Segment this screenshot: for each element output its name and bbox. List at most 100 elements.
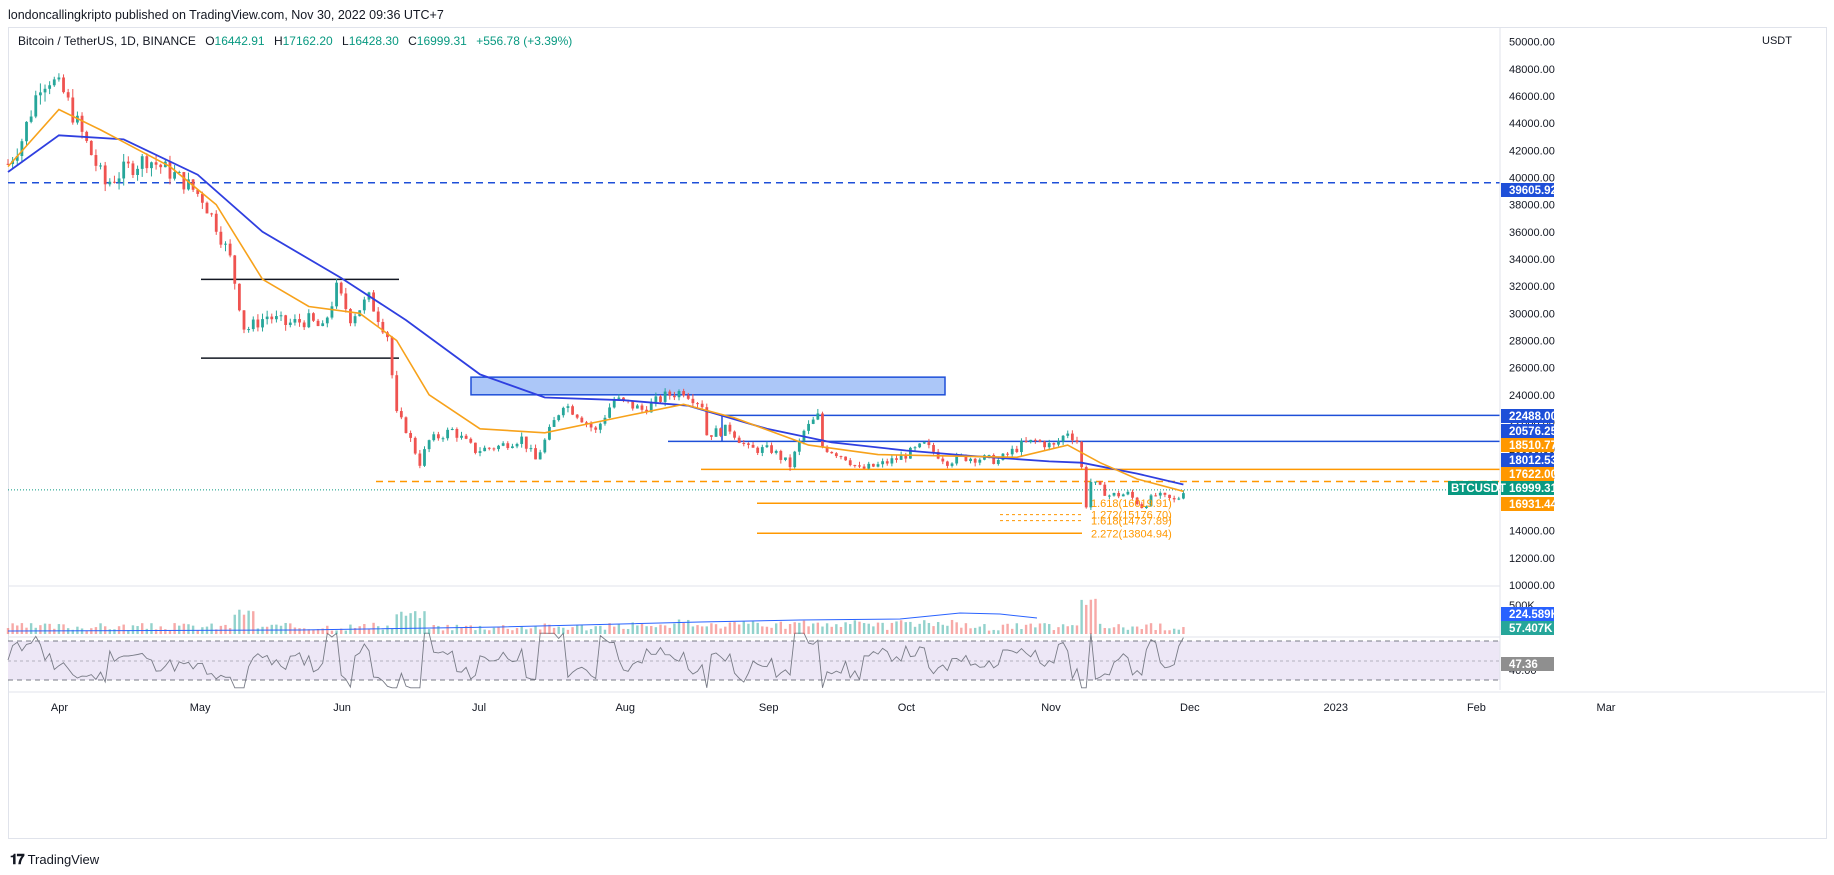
candle-body <box>881 461 885 465</box>
volume-bar <box>1154 630 1157 634</box>
candle-body <box>1033 439 1037 441</box>
volume-bar <box>751 621 755 634</box>
volume-bar <box>1117 624 1120 634</box>
candle-body <box>932 445 935 452</box>
horizontal-levels[interactable] <box>8 182 1500 491</box>
fib-extension[interactable]: 1.618(16019.91)1.272(15176.70)1.618(1473… <box>757 498 1172 540</box>
candle-body <box>321 323 325 327</box>
volume-bar <box>992 629 995 634</box>
tradingview-footer[interactable]: 𝟏𝟕 TradingView <box>10 851 99 868</box>
candle-body <box>298 319 301 323</box>
badge-bg <box>1501 424 1554 438</box>
volume-bar <box>997 630 1000 634</box>
price-badge: 18510.77 <box>1501 438 1557 452</box>
candle-body <box>325 317 329 324</box>
badge-bg <box>1501 497 1554 511</box>
candle-body <box>950 463 954 466</box>
high-label: H <box>273 34 283 48</box>
volume-bar <box>576 624 579 634</box>
volume-bar <box>307 629 310 634</box>
symbol-info: Bitcoin / TetherUS, 1D, BINANCE O16442.9… <box>18 34 572 48</box>
candle-body <box>524 436 528 449</box>
volume-bar <box>1182 627 1185 634</box>
moving-averages[interactable] <box>7 108 1184 493</box>
candle-body <box>492 448 496 450</box>
candle-body <box>1154 495 1158 497</box>
candle-body <box>598 423 602 430</box>
volume-bar <box>53 628 56 634</box>
candle-body <box>649 402 653 413</box>
candle-body <box>793 451 797 468</box>
candle-body <box>1061 435 1065 442</box>
volume-bar <box>650 626 653 634</box>
candle-body <box>307 313 311 328</box>
candle-body <box>52 79 56 86</box>
volume-bar <box>29 623 33 634</box>
candle-body <box>404 417 408 433</box>
rsi-pane[interactable]: 40.00 <box>7 632 1537 689</box>
volume-pane[interactable]: 500K <box>6 585 1536 634</box>
badge-text: 47.36 <box>1509 659 1538 671</box>
badge-text: 39605.92 <box>1509 185 1557 197</box>
candle-body <box>1066 433 1070 436</box>
time-axis[interactable]: Apr May Jun Jul Aug Sep Oct Nov Dec 2023 Feb Mar <box>8 691 1825 714</box>
volume-bar <box>312 629 315 634</box>
volume-bar <box>39 625 42 634</box>
volume-bar <box>154 629 158 634</box>
volume-bar <box>548 624 551 634</box>
price-badge: 16999.31 <box>1501 481 1558 495</box>
price-axis[interactable]: 50000.00 48000.00 46000.00 44000.00 42000.00… <box>1499 28 1555 690</box>
volume-bar <box>927 623 931 634</box>
volume-bar <box>381 629 385 634</box>
supply-zone[interactable] <box>470 376 946 396</box>
volume-bar <box>11 623 14 634</box>
volume-bar <box>432 625 435 634</box>
badge-text: 22488.00 <box>1509 411 1557 423</box>
candle-body <box>742 442 746 444</box>
volume-bar <box>909 621 912 634</box>
volume-bar <box>562 627 565 634</box>
volume-bar <box>798 622 801 634</box>
candle-body <box>432 434 436 441</box>
candle-body <box>575 414 579 418</box>
candle-body <box>1135 497 1139 505</box>
x-tick-label: Feb <box>1467 702 1486 714</box>
volume-bar <box>1011 628 1014 634</box>
tradingview-brand: TradingView <box>27 852 100 867</box>
volume-bar <box>617 624 621 634</box>
candle-body <box>589 423 593 428</box>
candle-body <box>737 437 741 443</box>
volume-bar <box>20 623 24 634</box>
candle-body <box>1052 443 1056 445</box>
candle-body <box>714 428 718 437</box>
y-tick-label: 26000.00 <box>1509 363 1555 375</box>
candles[interactable] <box>6 73 1185 510</box>
candle-body <box>460 435 463 438</box>
volume-bar <box>659 624 662 634</box>
candle-body <box>1177 498 1181 500</box>
candle-body <box>946 461 949 466</box>
candle-body <box>1084 467 1088 508</box>
volume-bar <box>1168 630 1171 634</box>
candle-body <box>57 77 61 80</box>
symbol-name[interactable]: Bitcoin / TetherUS, 1D, BINANCE <box>18 34 196 48</box>
rsi-line <box>7 632 1184 689</box>
candle-body <box>20 141 24 157</box>
tradingview-logo-icon: 𝟏𝟕 <box>10 851 25 867</box>
candle-body <box>788 457 792 468</box>
volume-bar <box>178 625 181 634</box>
candle-body <box>927 442 931 446</box>
volume-bar <box>395 614 398 634</box>
candle-body <box>1047 443 1051 448</box>
x-tick-label: Aug <box>615 702 635 714</box>
candle-body <box>145 156 149 169</box>
badge-bg <box>1448 481 1498 495</box>
volume-bar <box>168 630 172 634</box>
volume-bar <box>1145 624 1148 634</box>
volume-bar <box>1131 626 1134 634</box>
candle-body <box>1182 493 1185 499</box>
volume-bar <box>6 628 10 634</box>
candle-body <box>1158 492 1162 496</box>
volume-bar <box>256 628 260 634</box>
